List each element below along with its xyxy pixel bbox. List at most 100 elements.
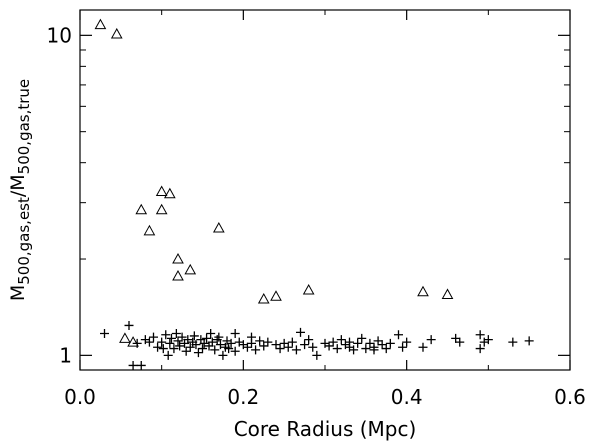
x-axis-title: Core Radius (Mpc): [234, 417, 417, 441]
triangle-point: [163, 187, 176, 199]
triangle-point: [172, 269, 184, 281]
y-axis-ticks: 1 10: [47, 23, 570, 367]
y-axis-title-sub2: 500,gas,true: [15, 79, 33, 174]
y-axis-title-m2: M: [7, 174, 29, 190]
plus-point: [136, 360, 146, 370]
plus-point: [385, 338, 395, 348]
triangle-point: [143, 224, 156, 236]
plus-point: [296, 327, 305, 337]
plus-point: [308, 342, 318, 352]
plus-point: [173, 336, 183, 346]
plus-point: [475, 330, 485, 340]
plus-point: [324, 341, 334, 351]
plus-point: [332, 344, 342, 354]
plus-point: [357, 333, 367, 343]
y-tick-label: 10: [47, 23, 72, 47]
plus-point: [132, 338, 142, 348]
plus-point: [345, 337, 354, 347]
x-axis-ticks: 0.0 0.2 0.4 0.6: [64, 10, 586, 409]
plus-point: [247, 332, 256, 342]
y-axis-title: M500,gas,est/M500,gas,true: [7, 79, 33, 301]
triangle-point: [119, 332, 131, 343]
plus-point: [377, 340, 387, 350]
plus-point: [144, 337, 154, 347]
plus-point: [418, 342, 428, 352]
triangle-point: [184, 263, 197, 275]
plus-point: [524, 336, 534, 346]
plus-point: [100, 329, 109, 339]
triangle-point: [127, 336, 139, 347]
y-axis-title-sep: /: [7, 190, 29, 197]
triangle-point: [212, 221, 225, 233]
plus-point: [161, 330, 171, 340]
plus-point: [300, 340, 310, 350]
plus-point: [153, 342, 163, 352]
plus-point: [242, 342, 252, 352]
plus-point: [263, 337, 273, 347]
triangle-point: [155, 203, 168, 215]
plus-point: [451, 333, 461, 343]
y-axis-title-sub1: 500,gas,est: [15, 197, 33, 285]
plus-point: [312, 350, 322, 360]
plus-point: [455, 337, 465, 347]
plus-point: [287, 337, 297, 347]
plus-point: [183, 335, 193, 345]
plus-point: [328, 337, 338, 347]
plus-point: [199, 338, 209, 348]
plus-point: [475, 344, 485, 354]
plus-point: [230, 346, 240, 356]
plus-point: [191, 340, 201, 350]
plus-point: [291, 345, 301, 355]
plus-point: [230, 329, 240, 339]
plus-point: [255, 336, 265, 346]
plus-point: [215, 340, 225, 350]
plus-point: [483, 335, 493, 345]
plus-point: [373, 336, 383, 346]
plus-point: [177, 332, 187, 342]
triangle-point: [110, 27, 123, 39]
plus-point: [185, 342, 195, 352]
x-tick-label: 0.6: [554, 385, 586, 409]
plus-point: [279, 338, 289, 348]
y-tick-label: 1: [59, 343, 72, 367]
plus-point: [193, 348, 203, 358]
plus-point: [124, 320, 134, 330]
plus-point: [171, 329, 181, 339]
plus-point: [202, 333, 212, 343]
plus-point: [158, 344, 168, 354]
triangle-point: [417, 285, 429, 297]
plus-point: [189, 331, 199, 341]
plus-point: [283, 342, 293, 352]
triangle-point: [94, 18, 107, 30]
plus-point: [163, 350, 173, 360]
plus-point: [165, 338, 175, 348]
plus-point: [198, 344, 207, 354]
plus-point: [206, 329, 216, 339]
x-tick-label: 0.2: [227, 385, 259, 409]
plus-point: [304, 335, 314, 345]
plus-point: [398, 342, 408, 352]
plus-point: [361, 344, 371, 354]
triangle-point: [155, 185, 168, 197]
y-axis-title-m1: M: [7, 285, 29, 301]
plus-point: [218, 350, 228, 360]
x-tick-label: 0.0: [64, 385, 96, 409]
plus-point: [271, 340, 281, 350]
plus-point: [166, 333, 176, 343]
plus-point: [381, 344, 391, 354]
plus-point: [181, 346, 191, 356]
plus-point: [251, 345, 261, 355]
plot-frame: [79, 9, 571, 371]
plus-point: [259, 341, 269, 351]
plus-point: [508, 337, 518, 347]
plus-point: [275, 344, 285, 354]
plus-point: [149, 332, 158, 342]
plus-point: [224, 344, 234, 354]
triangle-point: [270, 290, 282, 301]
plus-point: [210, 345, 220, 355]
plus-point: [207, 337, 217, 347]
plus-point: [226, 338, 236, 348]
plus-point: [349, 345, 359, 355]
plus-point: [214, 332, 224, 342]
